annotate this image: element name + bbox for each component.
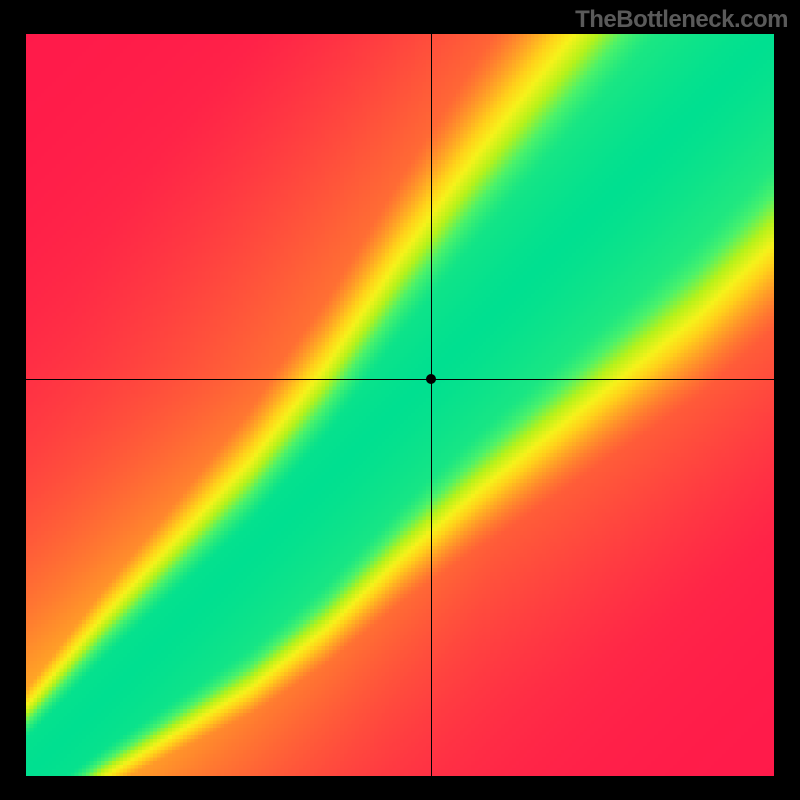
watermark-text: TheBottleneck.com [575,6,788,34]
crosshair-vertical [431,34,432,776]
bottleneck-heatmap [26,34,774,776]
crosshair-horizontal [26,379,774,380]
figure-frame: TheBottleneck.com [0,0,800,800]
crosshair-marker [426,374,436,384]
